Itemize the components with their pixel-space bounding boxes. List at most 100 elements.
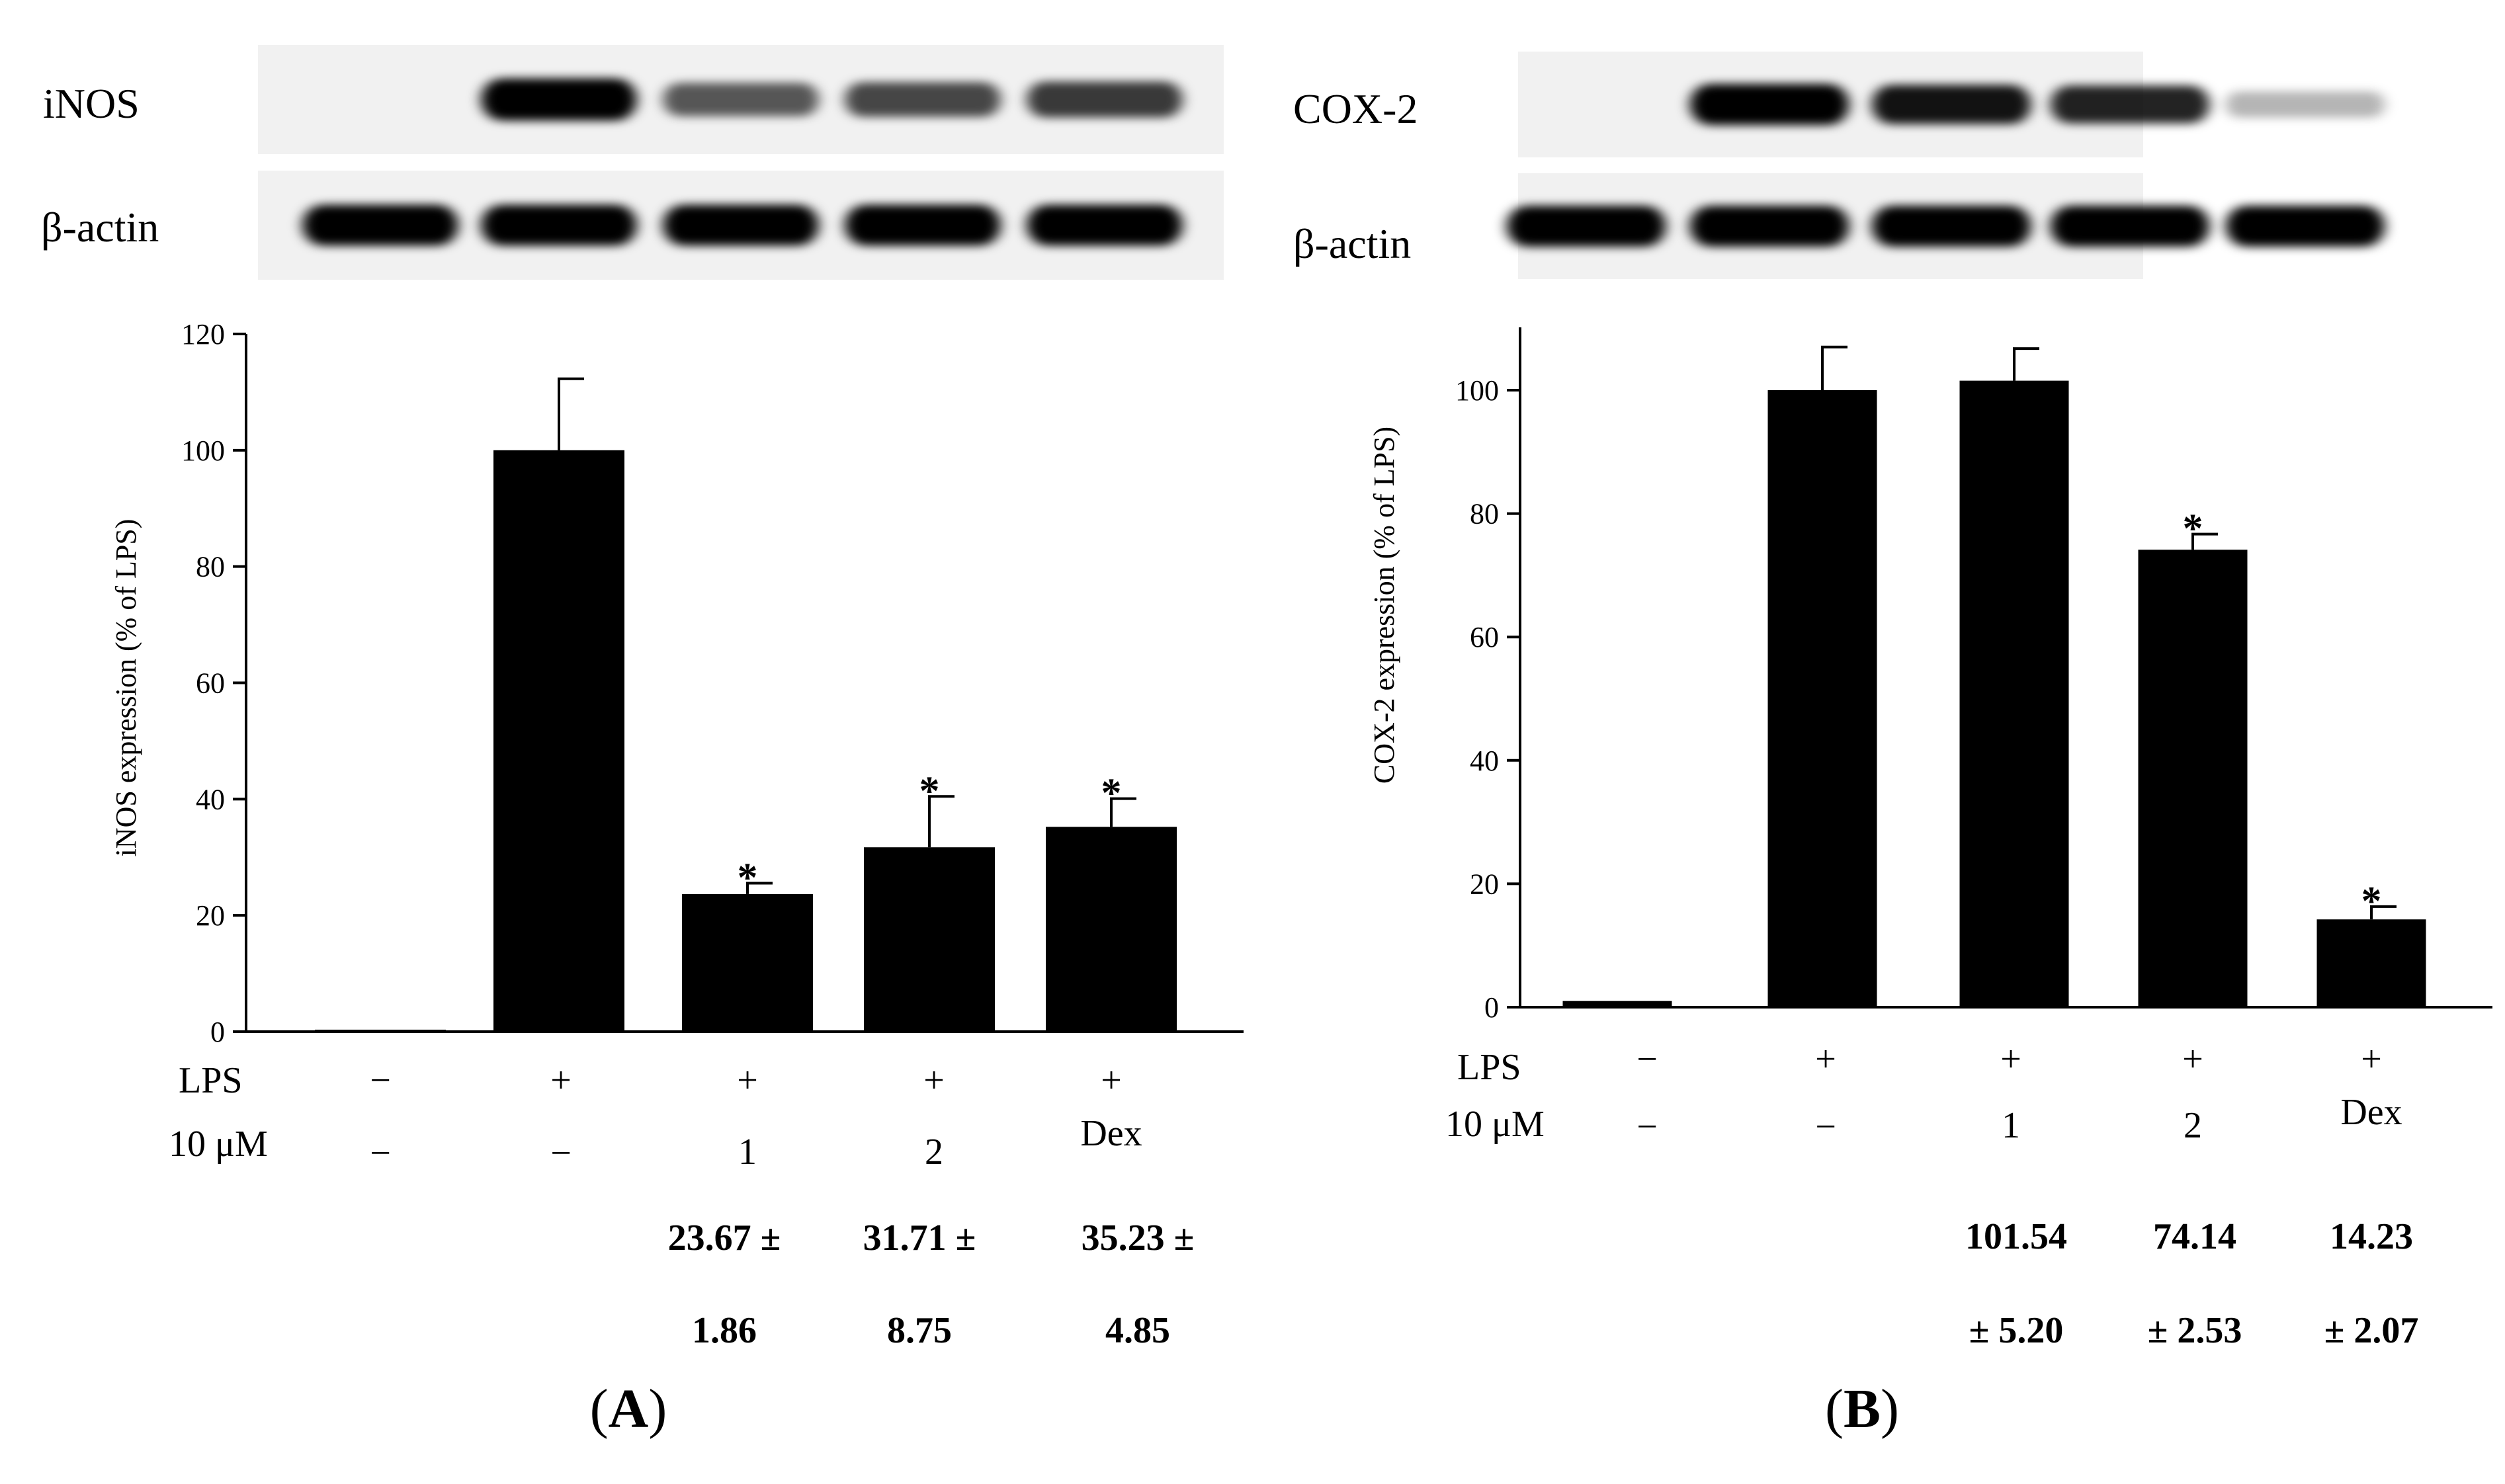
y-axis-title: COX-2 expression (% of LPS) — [1368, 427, 1400, 784]
target-band — [663, 83, 819, 116]
significance-mark: * — [2361, 879, 2382, 924]
value-sd: 1.86 — [692, 1310, 757, 1351]
treatment-value: 2 — [2184, 1105, 2202, 1146]
y-tick-label: 100 — [1455, 374, 1499, 407]
y-tick-label: 80 — [1470, 498, 1499, 530]
actin-band — [2051, 206, 2209, 247]
y-tick-label: 60 — [1470, 621, 1499, 653]
value-mean: 74.14 — [2153, 1216, 2236, 1257]
condition-table: − + + + + − − 1 2 Dex — [1636, 1039, 2402, 1147]
actin-band — [1690, 206, 1849, 247]
lps-sign: + — [2361, 1039, 2382, 1080]
treatment-value: − — [1636, 1106, 1658, 1147]
actin-band — [1027, 204, 1183, 246]
target-band — [1690, 83, 1849, 126]
lps-row-label: LPS — [179, 1060, 243, 1101]
bar-chart: 0 20 40 60 80 100 120 * * * — [181, 318, 1244, 1048]
value-mean: 23.67 ± — [668, 1217, 781, 1258]
treatment-value: − — [1815, 1106, 1836, 1147]
bar — [315, 1030, 446, 1032]
y-tick-label: 120 — [181, 318, 225, 350]
lps-sign: + — [737, 1060, 758, 1101]
lps-sign: − — [370, 1060, 391, 1101]
significance-mark: * — [919, 768, 940, 813]
panel-label: (A) — [590, 1378, 667, 1440]
bar — [1767, 390, 1877, 1007]
treatment-value: 2 — [925, 1132, 943, 1173]
actin-band — [663, 204, 819, 246]
actin-band — [302, 204, 458, 246]
condition-table: − + + + + − − 1 2 Dex — [370, 1060, 1142, 1174]
panel-label: (B) — [1825, 1378, 1899, 1440]
lps-sign: + — [2000, 1039, 2021, 1080]
target-band — [2051, 85, 2209, 124]
bar — [682, 893, 813, 1032]
bar — [2138, 550, 2248, 1007]
y-tick-label: 80 — [196, 551, 225, 583]
y-tick-label: 100 — [181, 434, 225, 467]
treatment-row-label: 10 μM — [169, 1124, 268, 1165]
bar — [2316, 919, 2426, 1007]
value-mean: 14.23 — [2330, 1216, 2413, 1257]
lps-sign: + — [923, 1060, 945, 1101]
lps-sign: + — [2182, 1039, 2203, 1080]
bar — [1046, 827, 1177, 1032]
value-mean: 35.23 ± — [1082, 1217, 1195, 1258]
treatment-value: − — [550, 1133, 572, 1174]
target-band — [1872, 85, 2031, 124]
bar — [864, 847, 995, 1032]
bar — [1562, 1001, 1672, 1007]
target-band — [1027, 81, 1183, 118]
target-band — [2226, 91, 2385, 118]
y-tick-label: 20 — [196, 899, 225, 932]
y-tick-label: 40 — [196, 783, 225, 815]
significance-mark: * — [1101, 771, 1122, 816]
actin-band — [2226, 206, 2385, 247]
value-sd: ± 2.53 — [2148, 1310, 2242, 1351]
y-tick-label: 0 — [210, 1016, 225, 1048]
blot-target-label: iNOS — [43, 80, 140, 127]
value-table: 101.54 74.14 14.23 ± 5.20 ± 2.53 ± 2.07 — [1965, 1216, 2418, 1351]
lps-sign: + — [1101, 1060, 1122, 1101]
y-tick-label: 60 — [196, 667, 225, 700]
treatment-value: Dex — [1080, 1113, 1142, 1154]
western-blot — [258, 45, 1224, 280]
treatment-value: Dex — [2340, 1092, 2402, 1133]
bar — [1959, 380, 2069, 1007]
treatment-row-label: 10 μM — [1445, 1104, 1545, 1145]
blot-actin-label: β-actin — [41, 204, 159, 251]
blot-actin-label: β-actin — [1293, 220, 1411, 267]
treatment-value: 1 — [738, 1132, 757, 1173]
significance-mark: * — [738, 856, 758, 901]
lps-sign: − — [1636, 1039, 1658, 1080]
lps-sign: + — [550, 1060, 572, 1101]
actin-band — [1872, 206, 2031, 247]
value-sd: 4.85 — [1105, 1310, 1170, 1351]
bar — [493, 450, 624, 1032]
y-tick-label: 20 — [1470, 868, 1499, 900]
target-band — [481, 78, 637, 121]
y-tick-label: 40 — [1470, 745, 1499, 777]
lps-row-label: LPS — [1457, 1047, 1521, 1088]
western-blot — [1507, 52, 2385, 279]
lps-sign: + — [1815, 1039, 1836, 1080]
target-band — [845, 82, 1001, 117]
treatment-value: − — [370, 1133, 391, 1174]
value-sd: 8.75 — [887, 1310, 952, 1351]
value-mean: 31.71 ± — [863, 1217, 976, 1258]
value-mean: 101.54 — [1965, 1216, 2067, 1257]
y-tick-label: 0 — [1484, 991, 1499, 1024]
value-table: 23.67 ± 31.71 ± 35.23 ± 1.86 8.75 4.85 — [668, 1217, 1195, 1351]
y-axis-title: iNOS expression (% of LPS) — [110, 519, 142, 857]
blot-target-label: COX-2 — [1293, 85, 1418, 132]
value-sd: ± 2.07 — [2324, 1310, 2419, 1351]
significance-mark: * — [2183, 507, 2203, 552]
actin-band — [481, 204, 637, 246]
panel-b: COX-2 β-actin COX-2 expression (% of LPS… — [1293, 52, 2492, 1440]
panel-a: iNOS β-actin iNOS expression (% of LPS) … — [41, 45, 1244, 1440]
actin-band — [1507, 206, 1666, 247]
treatment-value: 1 — [2002, 1105, 2020, 1146]
bar-chart: 0 20 40 60 80 100 * * — [1455, 327, 2492, 1024]
value-sd: ± 5.20 — [1969, 1310, 2064, 1351]
